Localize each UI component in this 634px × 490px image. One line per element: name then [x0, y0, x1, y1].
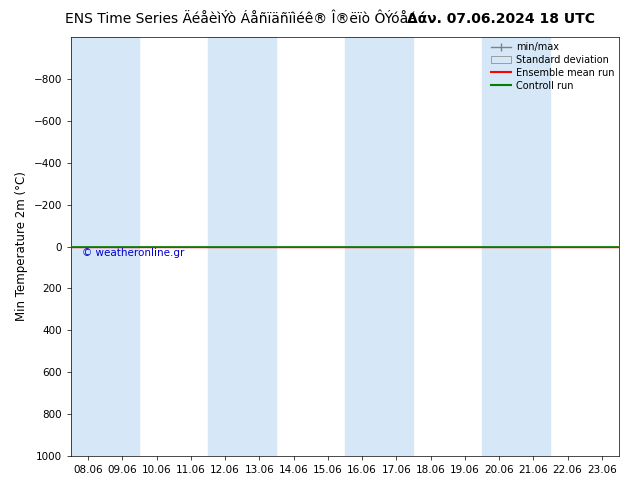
- Bar: [482, 37, 550, 456]
- Bar: [345, 37, 413, 456]
- Text: Δάν. 07.06.2024 18 UTC: Δάν. 07.06.2024 18 UTC: [407, 12, 595, 26]
- Bar: [71, 37, 139, 456]
- Text: © weatheronline.gr: © weatheronline.gr: [82, 248, 184, 258]
- Y-axis label: Min Temperature 2m (°C): Min Temperature 2m (°C): [15, 172, 28, 321]
- Text: ENS Time Series ÄéåèìÝò Áåñïäñïìéê® Î®ëïò ÔÝóåá: ENS Time Series ÄéåèìÝò Áåñïäñïìéê® Î®ëï…: [65, 12, 417, 26]
- Bar: [208, 37, 276, 456]
- Legend: min/max, Standard deviation, Ensemble mean run, Controll run: min/max, Standard deviation, Ensemble me…: [491, 42, 614, 91]
